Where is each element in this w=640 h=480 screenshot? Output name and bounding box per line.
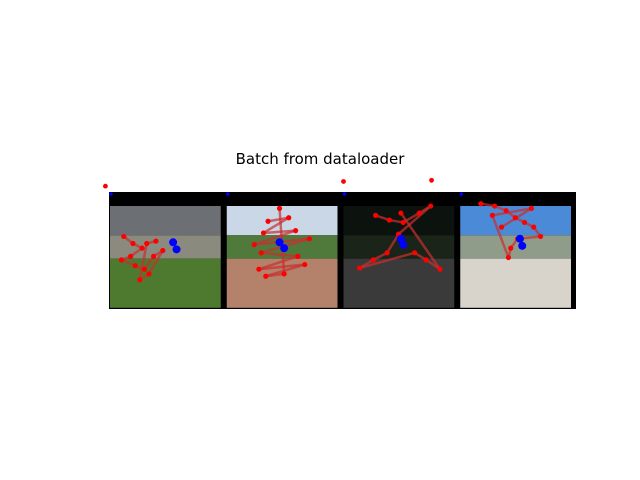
image-1-keypoint [132,263,138,269]
image-1-keypoint [137,277,143,283]
image-3-limb [385,232,400,255]
image-2-keypoint [295,253,301,259]
image-1-limb [138,242,148,281]
image-1-keypoint [139,245,145,251]
image-2-keypoint [306,236,312,242]
image-3-keypoint [416,210,422,216]
image-2-limb [264,272,286,278]
image-2-limb [262,216,290,235]
image-4-keypoint [505,254,512,261]
image-2-center-marker [280,244,289,253]
image-1-center-marker [172,245,181,254]
image-4-corner-marker [459,192,464,196]
image-3-corner-marker [342,192,347,196]
image-3-keypoint [398,210,404,216]
image-2-limb [257,263,307,271]
image-3-keypoint [386,217,392,223]
image-3-keypoint [428,203,434,209]
image-1-limb [143,255,155,271]
image-2-limb [257,255,300,271]
image-2-keypoint [265,218,271,224]
image-4-keypoint [531,224,537,230]
image-2-keypoint [286,215,292,221]
image-2-limb [262,229,297,235]
image-3-keypoint [437,266,443,272]
image-4-outside-keypoint [429,177,434,183]
image-4-keypoint [489,212,495,218]
image-2-keypoint [281,271,287,277]
image-1-keypoint [160,247,166,254]
image-2-limb [259,251,300,258]
image-1-keypoint [146,271,152,277]
image-2-keypoint [293,228,299,234]
image-1-keypoint [141,266,148,272]
image-4-keypoint [478,201,484,207]
image-2-keypoint [258,250,264,256]
image-2-keypoint [260,230,267,236]
image-2-center-marker [275,238,284,247]
image-2-keypoint [302,261,308,268]
image-1-keypoint [153,238,159,244]
image-1-keypoint [121,233,127,240]
image-3-keypoint [373,212,379,218]
image-4-keypoint [503,208,509,214]
image-1-corner-marker [109,192,113,196]
image-2-keypoint [251,242,257,248]
image-1-keypoint [130,240,136,247]
chart-title: Batch from dataloader [235,150,405,168]
image-4-limb [491,214,510,259]
image-3-keypoint [356,265,363,271]
image-1-outside-keypoint [103,183,108,189]
image-3-keypoint [400,219,406,226]
image-3-outside-keypoint [341,179,346,184]
image-1-keypoint [118,257,125,263]
image-4-keypoint [512,215,518,221]
image-3-limb [397,204,432,236]
image-1-sky [110,206,221,236]
image-1-center-marker [169,238,178,247]
image-2-limb [253,229,297,246]
image-3-limb [358,251,416,270]
image-4-midground [460,235,571,259]
image-3-keypoint [412,250,418,256]
image-4-ground [460,258,571,308]
image-3-midground [343,235,455,259]
image-4-keypoint [521,219,528,226]
image-4-limb [491,207,533,217]
image-3-keypoint [423,257,429,263]
image-4-keypoint [528,205,534,211]
image-3-keypoint [370,257,376,263]
image-3-center-marker [399,240,408,249]
image-2-keypoint [276,205,283,211]
image-4-keypoint [492,203,498,209]
image-4-center-marker [515,234,524,243]
image-2-corner-marker [225,192,230,196]
image-1-limb [147,249,165,276]
image-1-keypoint [151,253,157,259]
image-2-keypoint [263,273,269,279]
image-2-keypoint [256,266,262,272]
image-4-keypoint [537,233,544,240]
image-1-keypoint [128,253,134,259]
image-3-keypoint [384,250,390,256]
image-3-limb [399,211,442,271]
image-4-keypoint [508,245,514,251]
image-4-center-marker [518,241,527,250]
image-1-ground [110,258,221,308]
image-1-keypoint [144,240,150,247]
image-2-limb [266,216,290,223]
image-4-keypoint [498,224,505,230]
